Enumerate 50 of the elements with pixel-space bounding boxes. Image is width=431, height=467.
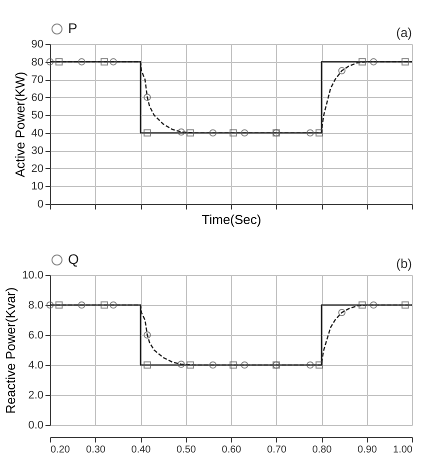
y-tick-label: 4.0 (28, 360, 44, 372)
y-tick-label: 60 (31, 92, 44, 104)
x-tick-label: 0.80 (312, 444, 332, 456)
x-axis-title: Time(Sec) (202, 212, 262, 227)
y-tick-label: 40 (31, 127, 44, 140)
point (144, 94, 151, 101)
point (338, 67, 346, 74)
point (55, 58, 63, 66)
y-axis-title: Active Power(KW) (12, 72, 28, 178)
y-tick-label: 30 (31, 145, 44, 158)
x-tick-label: 0.60 (222, 444, 242, 456)
y-tick-label: 80 (31, 56, 44, 68)
point (370, 58, 378, 66)
legend-label: P (68, 20, 78, 36)
y-tick-label: 10 (31, 180, 44, 193)
y-tick-label: 90 (31, 38, 44, 50)
y-tick-label: 10.0 (22, 270, 44, 282)
point (316, 129, 323, 137)
y-tick-label: 8.0 (28, 300, 44, 312)
y-tick-label: 2.0 (28, 390, 44, 402)
point (230, 129, 237, 137)
x-tick-label: 0.90 (358, 444, 378, 456)
point (100, 58, 108, 66)
y-tick-label: 20 (31, 162, 44, 175)
point (144, 129, 151, 137)
text: (b) (396, 256, 412, 271)
y-tick-label: 50 (31, 110, 44, 122)
x-tick-label: 0.30 (86, 444, 106, 456)
point (46, 58, 54, 66)
x-tick-label: 1.00 (393, 444, 413, 456)
text: (a) (396, 25, 412, 40)
point (186, 129, 194, 137)
y-tick-label: 0 (37, 198, 44, 210)
x-tick-label: 0.40 (131, 444, 152, 456)
point (358, 58, 366, 66)
point (240, 129, 248, 137)
point (178, 128, 185, 136)
x-tick-label: 0.70 (267, 444, 287, 456)
y-tick-label: 6.0 (28, 330, 44, 342)
point (209, 129, 217, 137)
y-axis-title: Reactive Power(Kvar) (3, 287, 18, 414)
point (78, 58, 86, 66)
x-tick-label: 0.20 (50, 444, 70, 456)
point (402, 58, 409, 66)
point (306, 129, 314, 137)
y-tick-label: 70 (31, 74, 44, 86)
legend-label: Q (68, 251, 79, 267)
point (110, 58, 118, 66)
y-tick-label: 0.0 (28, 420, 44, 432)
x-tick-label: 0.50 (176, 444, 196, 456)
